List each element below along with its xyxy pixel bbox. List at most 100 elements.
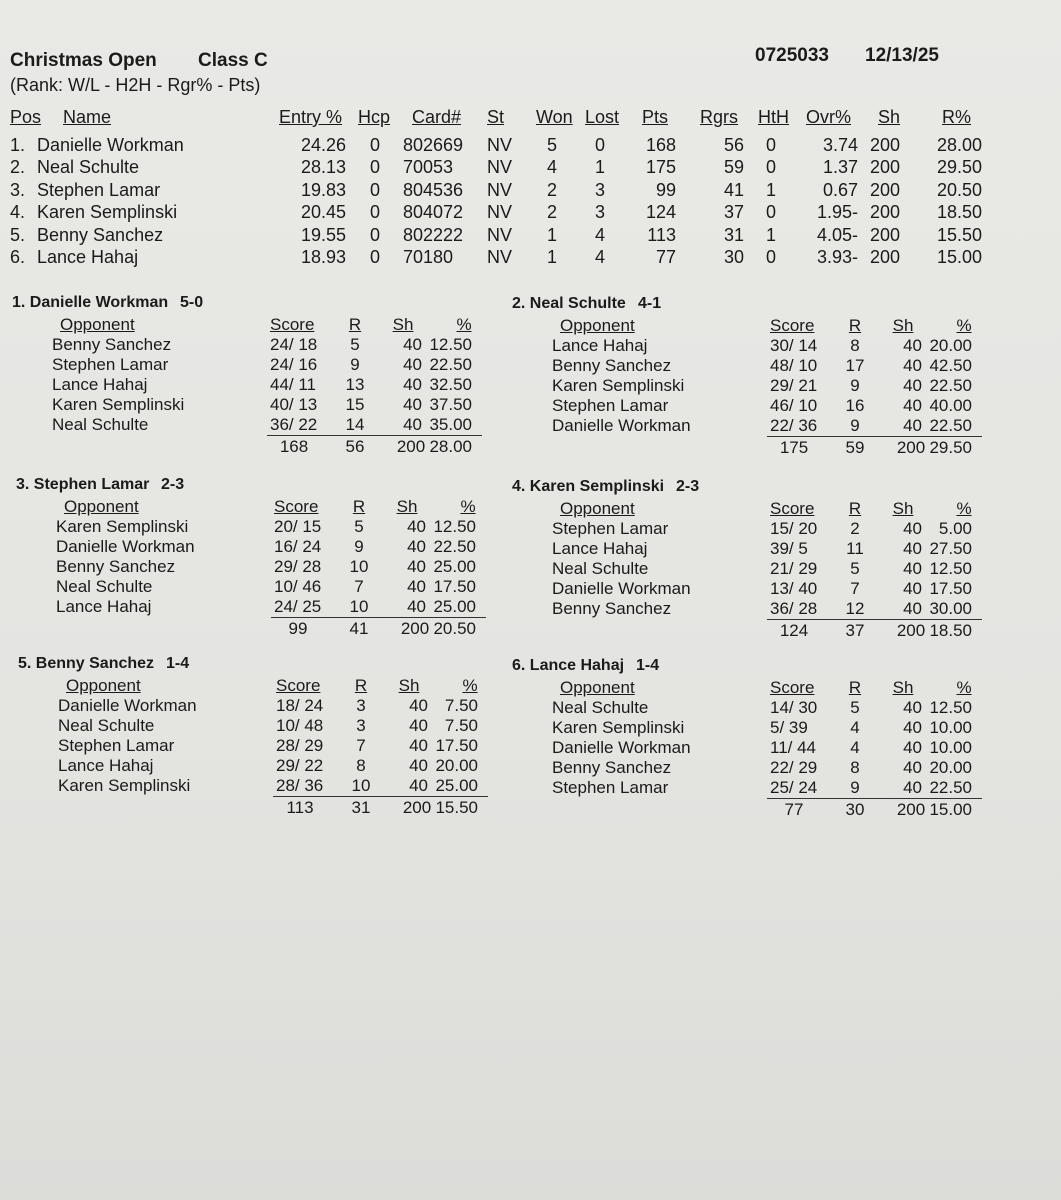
game-cell: 22.50	[929, 416, 972, 435]
game-cell: 40	[407, 537, 426, 556]
standings-cell: 0	[369, 157, 381, 178]
total-cell: 113	[286, 798, 314, 817]
total-cell: 30	[845, 800, 865, 819]
game-cell: Benny Sanchez	[552, 356, 672, 375]
game-cell: 8	[850, 336, 860, 355]
total-cell: 200	[400, 619, 430, 638]
standings-cell: 15.50	[936, 224, 982, 245]
section-record: 1-4	[166, 655, 190, 672]
standings-cell: 1.	[10, 135, 26, 155]
column-header: HtH	[758, 107, 789, 127]
standings-cell: 802222	[403, 224, 464, 245]
standings-cell: Lance Hahaj	[37, 247, 139, 267]
game-cell: 5	[354, 517, 364, 536]
game-cell: 29/ 22	[276, 756, 324, 775]
standings-cell: 30	[723, 247, 744, 267]
game-cell: 40	[403, 355, 422, 374]
standings-cell: 802669	[403, 135, 464, 155]
game-cell: 12.50	[429, 335, 472, 354]
standings-cell: 31	[723, 224, 744, 245]
game-cell: 40	[409, 756, 428, 775]
game-cell: 40	[403, 415, 422, 434]
game-cell: Neal Schulte	[56, 577, 153, 596]
game-cell: 40	[903, 396, 922, 415]
column-header: Lost	[585, 107, 620, 127]
game-cell: 40	[409, 736, 428, 755]
game-cell: 44/ 11	[270, 375, 317, 394]
total-cell: 200	[396, 437, 426, 456]
standings-cell: 28.13	[300, 157, 346, 178]
game-cell: 15/ 20	[770, 519, 818, 538]
column-header: R	[352, 497, 366, 516]
total-cell: 124	[779, 621, 809, 640]
game-cell: Neal Schulte	[552, 559, 649, 578]
game-cell: 36/ 22	[270, 415, 318, 434]
total-cell: 175	[779, 438, 809, 457]
standings-cell: 0	[765, 202, 777, 223]
game-cell: 22/ 36	[770, 416, 818, 435]
game-cell: 9	[354, 537, 364, 556]
game-cell: 9	[850, 376, 860, 395]
standings-cell: Karen Semplinski	[37, 202, 178, 223]
standings-cell: 4	[594, 247, 606, 267]
standings-cell: 175	[645, 157, 676, 178]
game-cell: 22.50	[429, 355, 472, 374]
game-cell: Karen Semplinski	[552, 718, 685, 737]
standings-cell: 20.50	[936, 179, 982, 200]
game-cell: 40	[903, 336, 922, 355]
total-cell: 15.00	[929, 800, 972, 819]
total-cell: 20.50	[433, 619, 476, 638]
game-cell: 36/ 28	[770, 599, 818, 618]
game-cell: Danielle Workman	[552, 416, 691, 435]
total-cell: 77	[784, 800, 804, 819]
column-header: Opponent	[560, 678, 635, 697]
column-header: Opponent	[60, 315, 135, 334]
standings-cell: Neal Schulte	[37, 157, 140, 178]
column-header: Opponent	[560, 316, 635, 335]
game-cell: 48/ 10	[770, 356, 818, 375]
game-cell: Benny Sanchez	[552, 599, 672, 618]
game-cell: Stephen Lamar	[552, 519, 669, 538]
column-header: Opponent	[560, 499, 635, 518]
game-cell: 18/ 24	[276, 696, 324, 715]
game-cell: 28/ 29	[276, 736, 324, 755]
game-cell: Benny Sanchez	[56, 557, 176, 576]
game-cell: 14	[345, 415, 365, 434]
column-header: R	[348, 315, 362, 334]
column-header: %	[460, 497, 476, 516]
game-cell: Danielle Workman	[58, 696, 197, 715]
section-record: 2-3	[676, 478, 700, 495]
standings-cell: 24.26	[300, 135, 346, 155]
standings-cell: 124	[645, 202, 676, 223]
game-cell: 40	[903, 559, 922, 578]
game-cell: 4	[850, 718, 860, 737]
total-cell: 200	[896, 621, 926, 640]
standings-cell: 70053	[403, 157, 454, 178]
section-record: 4-1	[638, 295, 662, 312]
total-cell: 99	[288, 619, 308, 638]
standings-cell: 0	[765, 157, 777, 178]
total-cell: 37	[845, 621, 865, 640]
standings-cell: 168	[645, 135, 676, 155]
game-cell: 17	[845, 356, 865, 375]
game-cell: 5/ 39	[770, 718, 808, 737]
game-cell: 35.00	[429, 415, 472, 434]
standings-cell: 99	[655, 179, 676, 200]
column-header: %	[956, 678, 972, 697]
column-header: %	[956, 316, 972, 335]
date: 12/13/25	[865, 45, 939, 66]
total-cell: 200	[896, 438, 926, 457]
game-cell: Neal Schulte	[58, 716, 155, 735]
game-cell: Karen Semplinski	[58, 776, 191, 795]
standings-cell: 0	[369, 224, 381, 245]
game-cell: 7	[356, 736, 366, 755]
column-header: Hcp	[358, 107, 391, 127]
standings-cell: 19.55	[300, 224, 346, 245]
subtitle: (Rank: W/L - H2H - Rgr% - Pts)	[10, 75, 261, 95]
total-cell: 41	[349, 619, 369, 638]
standings-cell: 41	[723, 179, 744, 200]
game-cell: Danielle Workman	[552, 738, 691, 757]
game-cell: 25.00	[433, 557, 476, 576]
game-cell: 10	[351, 776, 371, 795]
game-cell: 12	[845, 599, 865, 618]
